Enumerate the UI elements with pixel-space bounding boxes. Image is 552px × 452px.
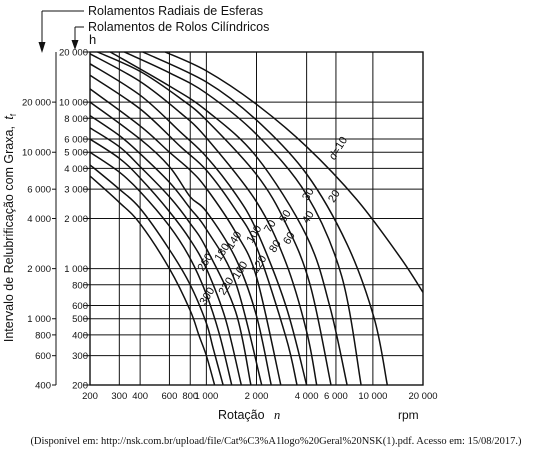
y-ticks-inner: 200 300 400 500 600 800 1 000 2 000 3 000 4 000 5 … xyxy=(59,48,90,392)
y-inner-tick-label-8: 3 000 xyxy=(64,185,88,196)
series-label-d-value: =10 xyxy=(330,135,350,157)
x-tick-label-1: 300 xyxy=(111,391,127,402)
series-label-5: 60 xyxy=(281,230,298,247)
y-outer-tick-label-2: 800 xyxy=(35,330,51,341)
legend-label-cylindrical: Rolamentos de Rolos Cilíndricos xyxy=(88,20,269,34)
y-outer-tick-label-4: 2 000 xyxy=(27,264,51,275)
y-inner-tick-label-10: 5 000 xyxy=(64,148,88,159)
series-curve-5 xyxy=(89,53,318,386)
series-label-6: 70 xyxy=(262,218,279,235)
y-outer-tick-label-6: 6 000 xyxy=(27,185,51,196)
y-outer-tick-label-5: 4 000 xyxy=(27,214,51,225)
series-label-1: 20 xyxy=(326,188,343,205)
series-curve-4 xyxy=(97,51,332,386)
series-labels: d=10203040506070801001201401601802202603… xyxy=(196,135,351,308)
y-outer-tick-label-1: 600 xyxy=(35,351,51,362)
series-curve-12 xyxy=(89,138,243,386)
y-axis-title: Intervalo de Relubrificação com Graxa, t… xyxy=(2,113,18,342)
x-tick-label-3: 600 xyxy=(162,391,178,402)
series-curve-9 xyxy=(89,101,272,386)
x-tick-label-6: 2 000 xyxy=(245,391,269,402)
chart-legend: Rolamentos Radiais de Esferas Rolamentos… xyxy=(38,4,269,53)
x-tick-label-9: 10 000 xyxy=(358,391,387,402)
y-axis-label: Intervalo de Relubrificação com Graxa, xyxy=(2,126,16,342)
x-tick-label-4: 800 xyxy=(182,391,198,402)
y-inner-tick-label-14: 20 000 xyxy=(59,48,88,59)
plot-frame xyxy=(89,51,424,386)
y-inner-tick-label-0: 200 xyxy=(72,381,88,392)
unit-hours: h xyxy=(89,32,96,47)
y-inner-tick-label-12: 8 000 xyxy=(64,114,88,125)
y-inner-tick-label-11: 6 000 xyxy=(64,135,88,146)
x-tick-label-2: 400 xyxy=(132,391,148,402)
svg-text:Intervalo de Relubrificação co: Intervalo de Relubrificação com Graxa, t… xyxy=(2,113,18,342)
x-tick-label-10: 20 000 xyxy=(408,391,437,402)
legend-label-radial: Rolamentos Radiais de Esferas xyxy=(88,4,263,18)
source-caption: (Disponível em: http://nsk.com.br/upload… xyxy=(30,436,522,447)
x-axis-unit: rpm xyxy=(398,408,419,422)
x-tick-label-8: 6 000 xyxy=(324,391,348,402)
x-tick-label-7: 4 000 xyxy=(295,391,319,402)
series-curves xyxy=(89,51,424,386)
legend-arrow-cylindrical xyxy=(71,40,79,50)
legend-arrow-radial xyxy=(38,42,46,53)
y-inner-tick-label-4: 600 xyxy=(72,301,88,312)
x-axis-title: Rotação n xyxy=(218,408,280,422)
x-axis-label: Rotação xyxy=(218,408,265,422)
series-curve-1 xyxy=(142,51,389,386)
y-inner-tick-label-1: 300 xyxy=(72,351,88,362)
y-axis-symbol: t xyxy=(2,116,16,120)
series-curve-13 xyxy=(89,151,233,386)
grid xyxy=(89,51,424,386)
y-inner-tick-label-5: 800 xyxy=(72,280,88,291)
x-tick-label-0: 200 xyxy=(82,391,98,402)
series-curve-8 xyxy=(89,88,282,386)
series-curve-0 xyxy=(164,51,424,293)
series-curve-10 xyxy=(89,114,263,386)
x-axis-symbol: n xyxy=(274,408,280,422)
series-label-2: 30 xyxy=(300,186,317,203)
y-outer-tick-label-7: 10 000 xyxy=(22,148,51,159)
y-inner-tick-label-2: 400 xyxy=(72,330,88,341)
series-curve-15 xyxy=(89,175,216,386)
y-axis-subscript: f xyxy=(9,113,18,116)
series-label-3: 40 xyxy=(300,209,317,226)
series-curve-6 xyxy=(89,63,308,386)
series-label-4: 50 xyxy=(277,208,294,225)
y-inner-tick-label-9: 4 000 xyxy=(64,164,88,175)
series-curve-11 xyxy=(89,127,252,386)
x-tick-label-5: 1 000 xyxy=(194,391,218,402)
series-label-7: 80 xyxy=(267,238,284,255)
y-inner-tick-label-6: 1 000 xyxy=(64,264,88,275)
y-inner-tick-label-7: 2 000 xyxy=(64,214,88,225)
series-curve-2 xyxy=(124,51,362,386)
series-curve-3 xyxy=(109,51,348,386)
series-curve-7 xyxy=(89,74,298,386)
y-outer-tick-label-8: 20 000 xyxy=(22,98,51,109)
y-inner-tick-label-3: 500 xyxy=(72,314,88,325)
y-outer-tick-label-0: 400 xyxy=(35,381,51,392)
y-outer-tick-label-3: 1 000 xyxy=(27,314,51,325)
y-inner-tick-label-13: 10 000 xyxy=(59,98,88,109)
y-ticks-outer: 400 600 800 1 000 2 000 4 000 6 000 10 000 20 00… xyxy=(22,52,57,392)
series-curve-14 xyxy=(89,164,224,386)
